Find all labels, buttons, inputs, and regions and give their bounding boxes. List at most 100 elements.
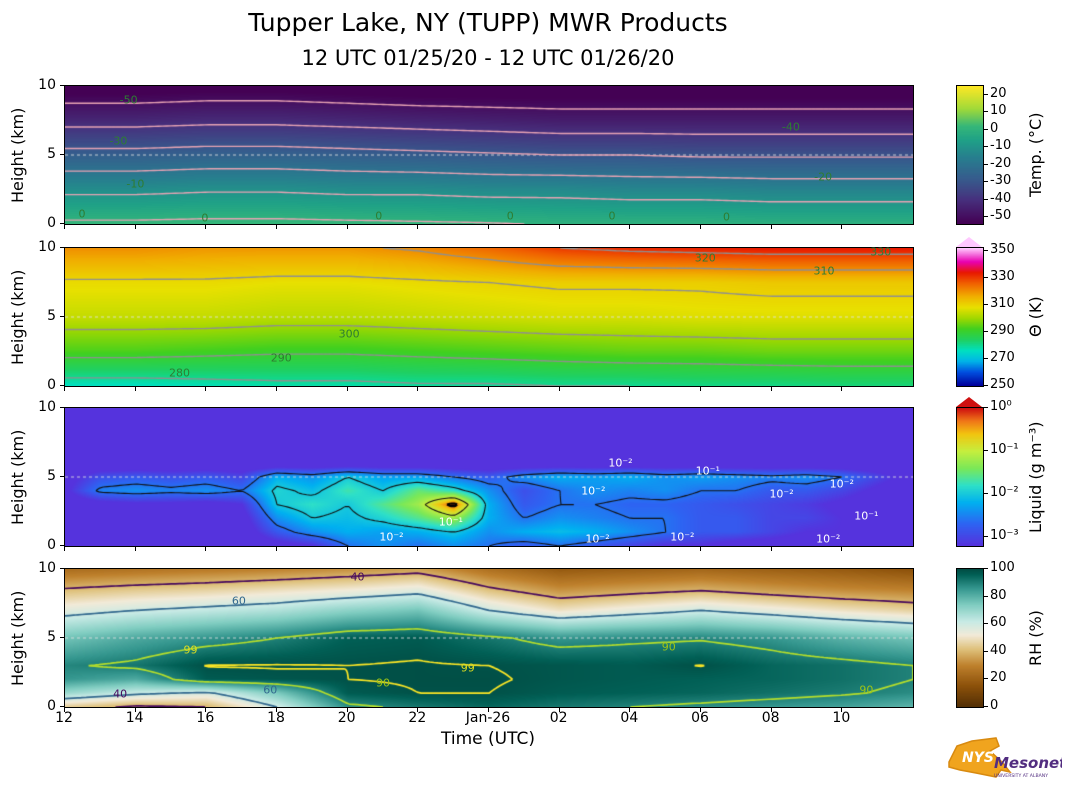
contour-label: 10⁻² (670, 530, 695, 544)
x-tick-label: 22 (408, 710, 427, 726)
contour-label: 90 (376, 676, 390, 690)
contour-label: 10⁻² (581, 484, 606, 498)
x-tick (134, 387, 136, 391)
x-tick (64, 708, 65, 712)
y-tick-label: 10 (38, 77, 56, 93)
rh-heatmap-canvas (65, 569, 913, 707)
liquid-panel: 10⁻² 10⁻¹ 10⁻² 10⁻² 10⁻² 10⁻¹ 10⁻¹ 10⁻² 10⁻² 10⁻²… (64, 407, 914, 547)
x-tick (770, 387, 772, 391)
colorbar-tick (984, 706, 988, 707)
colorbar-tick (984, 385, 988, 386)
x-tick (276, 547, 277, 551)
colorbar-tick-label: 10⁰ (990, 399, 1012, 414)
y-tick (60, 385, 64, 386)
y-tick (60, 247, 64, 248)
x-tick (841, 387, 843, 391)
x-tick (558, 387, 560, 391)
x-tick (205, 547, 207, 551)
x-tick (205, 708, 207, 712)
contour-label: 0 (608, 209, 616, 223)
colorbar-tick (984, 181, 988, 183)
theta-heatmap-canvas (65, 248, 913, 386)
rh-colorbar (956, 568, 984, 708)
y-tick-label: 0 (47, 377, 56, 393)
x-tick-label: 04 (620, 710, 639, 726)
contour-label: -10 (126, 177, 145, 191)
x-tick (276, 387, 277, 391)
x-tick (417, 708, 419, 712)
contour-label: 40 (113, 687, 128, 701)
logo-caption-text: UNIVERSITY AT ALBANY (994, 773, 1048, 779)
chart-subtitle: 12 UTC 01/25/20 - 12 UTC 01/26/20 (301, 46, 675, 70)
contour-label: -20 (814, 170, 833, 184)
colorbar-tick (984, 111, 988, 113)
contour-label: 10⁻¹ (695, 464, 720, 478)
x-tick (488, 708, 489, 712)
contour-label: 310 (813, 264, 835, 278)
colorbar-tick-label: 330 (990, 268, 1015, 284)
contour-label: 90 (859, 683, 874, 697)
x-tick (558, 708, 560, 712)
colorbar-extend-arrow (956, 237, 982, 247)
colorbar-tick-label: 60 (990, 615, 1007, 631)
colorbar-tick (984, 303, 988, 305)
y-axis-label: Height (km) (8, 269, 27, 365)
y-tick-label: 0 (47, 698, 56, 714)
x-tick (700, 708, 701, 712)
x-tick (558, 547, 560, 551)
contour-label: 10⁻² (608, 456, 633, 470)
theta-contour-labels: 280 290 300 310 320 330 (65, 246, 913, 386)
colorbar-tick (984, 536, 988, 538)
contour-label: 10⁻² (769, 487, 794, 501)
x-tick-label: 12 (55, 710, 73, 726)
x-tick (841, 225, 843, 229)
y-axis-label: Height (km) (8, 590, 27, 686)
y-tick (60, 223, 64, 224)
nys-mesonet-logo: NYS Mesonet UNIVERSITY AT ALBANY (948, 737, 1062, 779)
y-tick (60, 706, 64, 707)
colorbar-tick-label: 350 (990, 241, 1015, 257)
y-tick-label: 0 (47, 215, 56, 231)
contour-label: 10⁻¹ (854, 509, 879, 523)
x-tick-label: 08 (761, 710, 780, 726)
y-tick-label: 5 (47, 308, 56, 324)
liquid-heatmap-canvas (65, 408, 913, 546)
x-tick (134, 547, 136, 551)
x-tick (417, 225, 419, 229)
colorbar-tick (984, 678, 988, 680)
contour-label: 300 (338, 327, 360, 341)
colorbar-tick-label: 100 (990, 560, 1015, 575)
x-tick (629, 225, 631, 229)
x-tick (841, 547, 843, 551)
y-tick-label: 5 (47, 629, 56, 645)
theta-panel: 280 290 300 310 320 330 (64, 246, 914, 387)
x-tick (700, 547, 701, 551)
colorbar-tick (984, 216, 988, 217)
colorbar-tick (984, 128, 988, 130)
contour-label: -40 (781, 120, 800, 134)
x-tick (629, 708, 631, 712)
x-tick-label: 14 (125, 710, 144, 726)
y-tick (60, 476, 64, 477)
colorbar-tick (984, 623, 988, 625)
contour-label: 10⁻² (816, 532, 841, 546)
x-tick (346, 547, 348, 551)
y-tick-label: 10 (38, 239, 56, 255)
contour-label: 99 (183, 643, 198, 657)
rh-contour-labels: 40 60 99 99 90 60 40 90 90 (65, 569, 913, 707)
colorbar-tick (984, 407, 988, 408)
x-tick (558, 225, 560, 229)
y-tick (60, 85, 64, 86)
x-tick (346, 225, 348, 229)
ny-state-shape (948, 737, 1012, 778)
contour-label: 0 (78, 207, 86, 221)
liquid-colorbar-label: Liquid (g m⁻³) (1026, 421, 1045, 533)
x-tick (64, 225, 65, 229)
contour-label: 0 (375, 209, 383, 223)
colorbar-tick (984, 163, 988, 165)
rh-colorbar-label: RH (%) (1026, 610, 1045, 666)
colorbar-tick (984, 595, 988, 597)
colorbar-tick-label: 80 (990, 587, 1007, 603)
x-tick (629, 547, 631, 551)
